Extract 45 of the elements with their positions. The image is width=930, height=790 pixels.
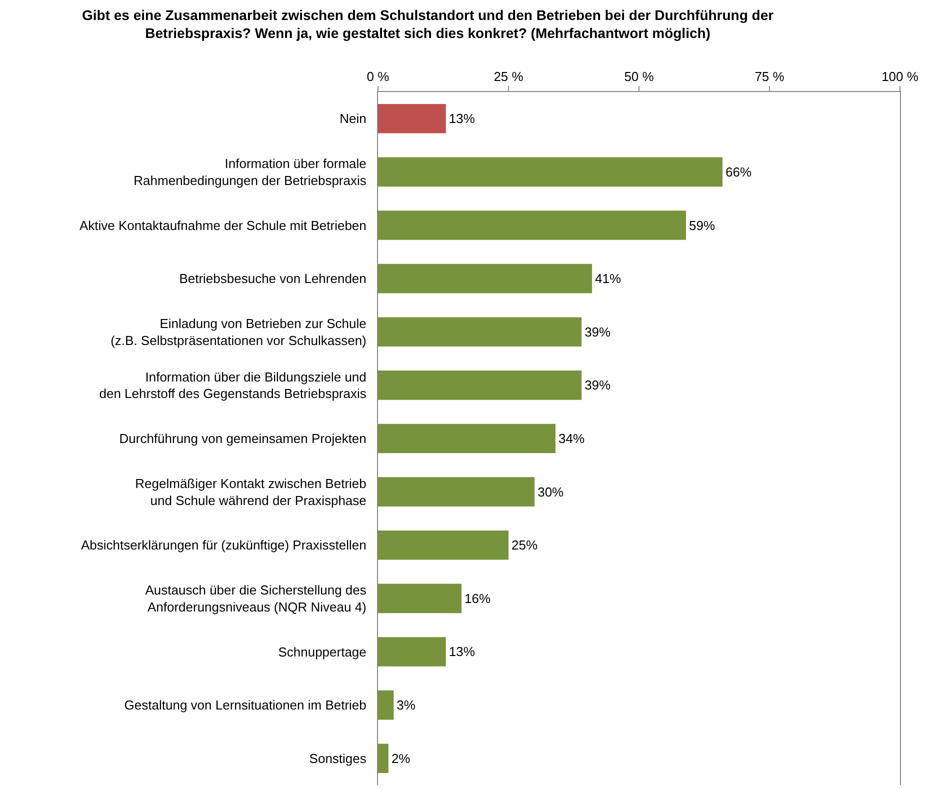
data-label: 39% xyxy=(584,378,612,393)
y-tick-label: Absichtserklärungen für (zukünftige) Praxisstellen xyxy=(80,538,366,553)
bar xyxy=(378,637,446,666)
bar xyxy=(378,690,394,720)
bar xyxy=(378,210,686,240)
bar xyxy=(378,157,723,187)
chart-title: Gibt es eine Zusammenarbeit zwischen dem Schulstandort und den Betrieben bei der Durchführung der Betriebspraxis? Wenn ja, wie gestaltet sich dies konkret? (Mehrfachantwort möglich) xyxy=(82,6,774,41)
y-tick-label: Schnuppertage xyxy=(278,644,366,660)
bar xyxy=(378,370,582,400)
bar xyxy=(378,264,592,294)
y-tick-label: Regelmäßiger Kontakt zwischen Betrieb und Schule während der Praxisphase xyxy=(135,476,366,508)
data-label: 34% xyxy=(558,431,585,446)
bar xyxy=(378,477,535,506)
x-tick-label: 100 % xyxy=(882,68,919,84)
bar xyxy=(378,584,462,614)
data-label: 59% xyxy=(688,218,716,233)
data-label: 13% xyxy=(448,111,476,126)
bar xyxy=(378,104,446,134)
data-label: 66% xyxy=(726,164,752,180)
y-tick-label: Durchführung von gemeinsamen Projekten xyxy=(119,431,366,446)
data-label: 30% xyxy=(538,484,564,500)
y-tick-label: Aktive Kontaktaufnahme der Schule mit Betrieben xyxy=(80,218,366,233)
bar xyxy=(378,317,582,347)
data-label: 25% xyxy=(512,538,538,553)
data-label: 2% xyxy=(391,750,411,766)
x-tick-label: 75 % xyxy=(754,68,785,84)
x-tick-label: 25 % xyxy=(494,68,524,84)
x-tick-label: 50 % xyxy=(624,68,654,84)
bar xyxy=(378,744,388,774)
y-tick-label: Sonstiges xyxy=(309,750,367,766)
y-tick-label: Einladung von Betrieben zur Schule (z.B. Selbstpräsentationen vor Schulkassen) xyxy=(110,316,366,348)
y-tick-label: Betriebsbesuche von Lehrenden xyxy=(179,271,366,286)
data-label: 13% xyxy=(448,644,476,660)
y-tick-label: Information über die Bildungsziele und den Lehrstoff des Gegenstands Betriebspraxis xyxy=(99,369,367,402)
y-tick-label: Gestaltung von Lernsituationen im Betrieb xyxy=(124,698,366,713)
data-label: 41% xyxy=(595,271,622,286)
bar xyxy=(378,424,556,454)
data-label: 16% xyxy=(464,590,491,606)
y-tick-label: Nein xyxy=(340,111,366,126)
data-label: 3% xyxy=(396,698,416,713)
data-label: 39% xyxy=(584,324,612,340)
bar xyxy=(378,530,508,560)
y-tick-label: Information über formale Rahmenbedingungen der Betriebspraxis xyxy=(134,156,367,188)
y-tick-label: Austausch über die Sicherstellung des Anforderungsniveaus (NQR Niveau 4) xyxy=(145,582,367,614)
x-tick-label: 0 % xyxy=(366,68,390,84)
